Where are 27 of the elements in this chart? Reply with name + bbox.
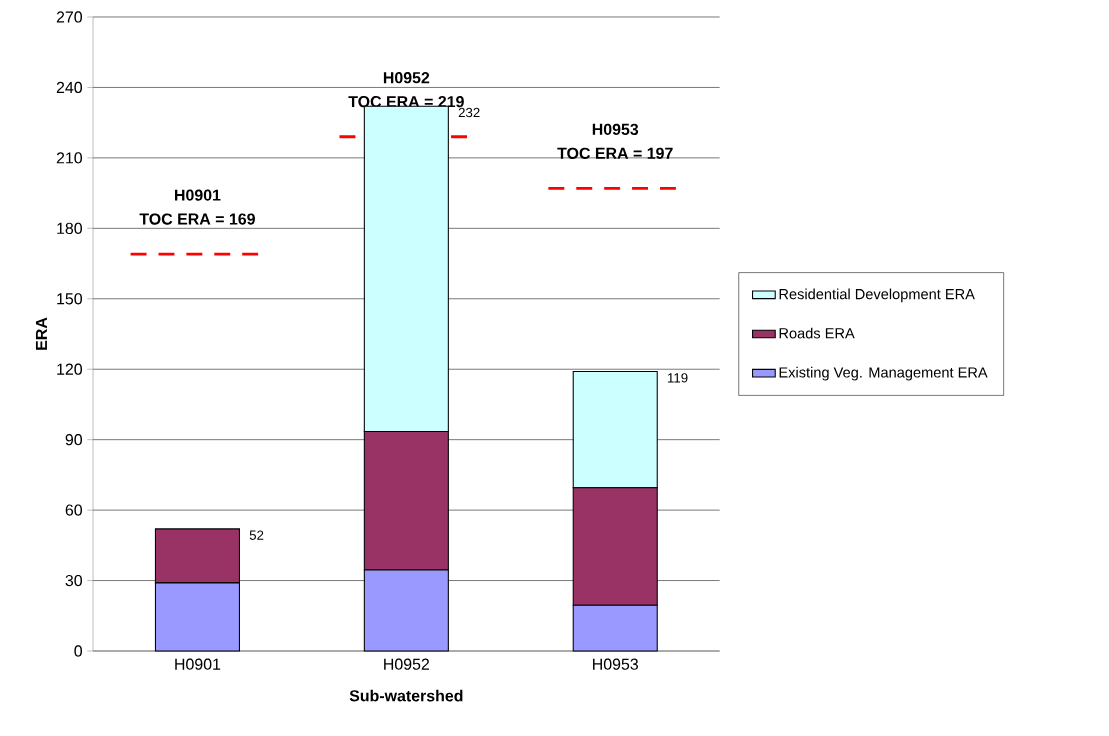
annotation: H0953	[592, 123, 639, 136]
annotation: H0952	[383, 72, 430, 84]
y-tick-label: 90	[65, 434, 83, 446]
annotation: H0901	[175, 189, 221, 201]
legend-label: Roads ERA	[779, 327, 855, 339]
y-tick-label: 0	[74, 645, 83, 657]
total-label: 52	[249, 530, 264, 540]
y-tick-label: 180	[57, 222, 83, 234]
y-tick-label: 30	[65, 574, 83, 587]
x-tick-label: H0953	[593, 658, 639, 670]
x-axis-title: Sub-watershed	[349, 689, 463, 702]
y-tick-label: 240	[56, 81, 83, 94]
y-tick-label: 270	[56, 11, 83, 23]
ref-line-label: TOC ERA = 197	[557, 147, 673, 159]
ref-line-label: TOC ERA = 169	[139, 213, 255, 225]
total-label: 119	[667, 373, 688, 383]
x-tick-label: H0901	[175, 658, 221, 670]
y-tick-label: 210	[56, 152, 83, 164]
y-tick-label: 120	[57, 363, 83, 375]
ref-line-label: TOC ERA = 219	[348, 95, 464, 108]
y-tick-label: 150	[57, 293, 83, 305]
total-label: 232	[458, 107, 480, 118]
y-tick-label: 60	[65, 504, 83, 516]
legend-label: Existing Veg. Management ERA	[779, 366, 988, 381]
legend-label: Residential Development ERA	[779, 288, 975, 303]
y-axis-title: ERA	[35, 317, 47, 350]
x-tick-label: H0952	[384, 658, 430, 670]
